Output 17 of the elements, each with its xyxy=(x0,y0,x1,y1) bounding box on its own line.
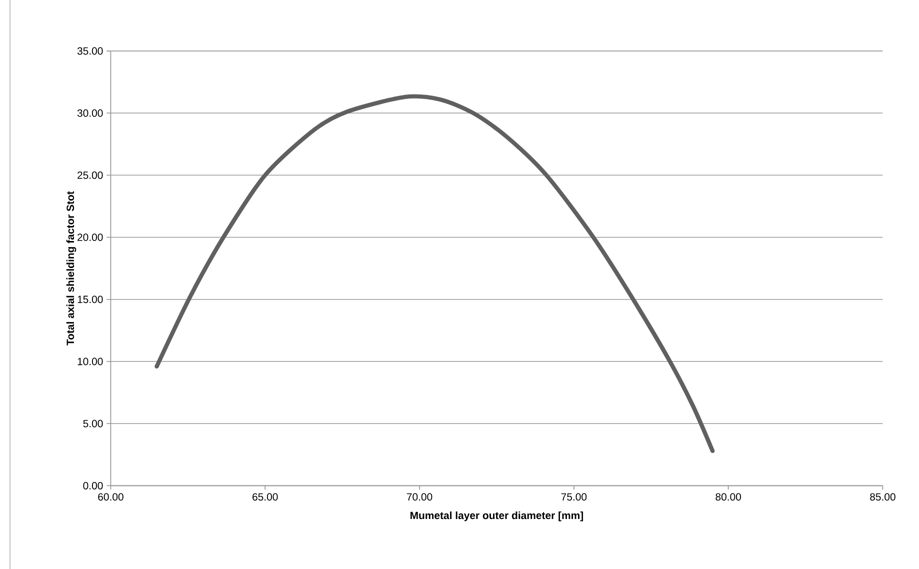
y-tick-label: 30.00 xyxy=(77,109,103,117)
x-tick-label: 60.00 xyxy=(98,493,124,501)
x-tick-label: 85.00 xyxy=(870,493,896,501)
y-tick-label: 0.00 xyxy=(83,482,103,490)
x-tick-label: 80.00 xyxy=(716,493,741,501)
y-tick-label: 10.00 xyxy=(78,358,103,366)
x-tick-label: 70.00 xyxy=(406,493,432,501)
y-tick-label: 25.00 xyxy=(78,171,103,179)
y-tick-label: 35.00 xyxy=(77,47,103,55)
x-axis-title: Mumetal layer outer diameter [mm] xyxy=(410,511,584,522)
x-tick-label: 75.00 xyxy=(561,493,587,501)
x-tick-label: 65.00 xyxy=(252,493,278,501)
y-axis-title: Total axial shielding factor Stot xyxy=(66,191,76,346)
y-tick-label: 20.00 xyxy=(78,234,103,241)
y-tick-label: 15.00 xyxy=(78,296,103,304)
y-tick-label: 5.00 xyxy=(83,420,103,428)
line-series xyxy=(154,94,715,454)
